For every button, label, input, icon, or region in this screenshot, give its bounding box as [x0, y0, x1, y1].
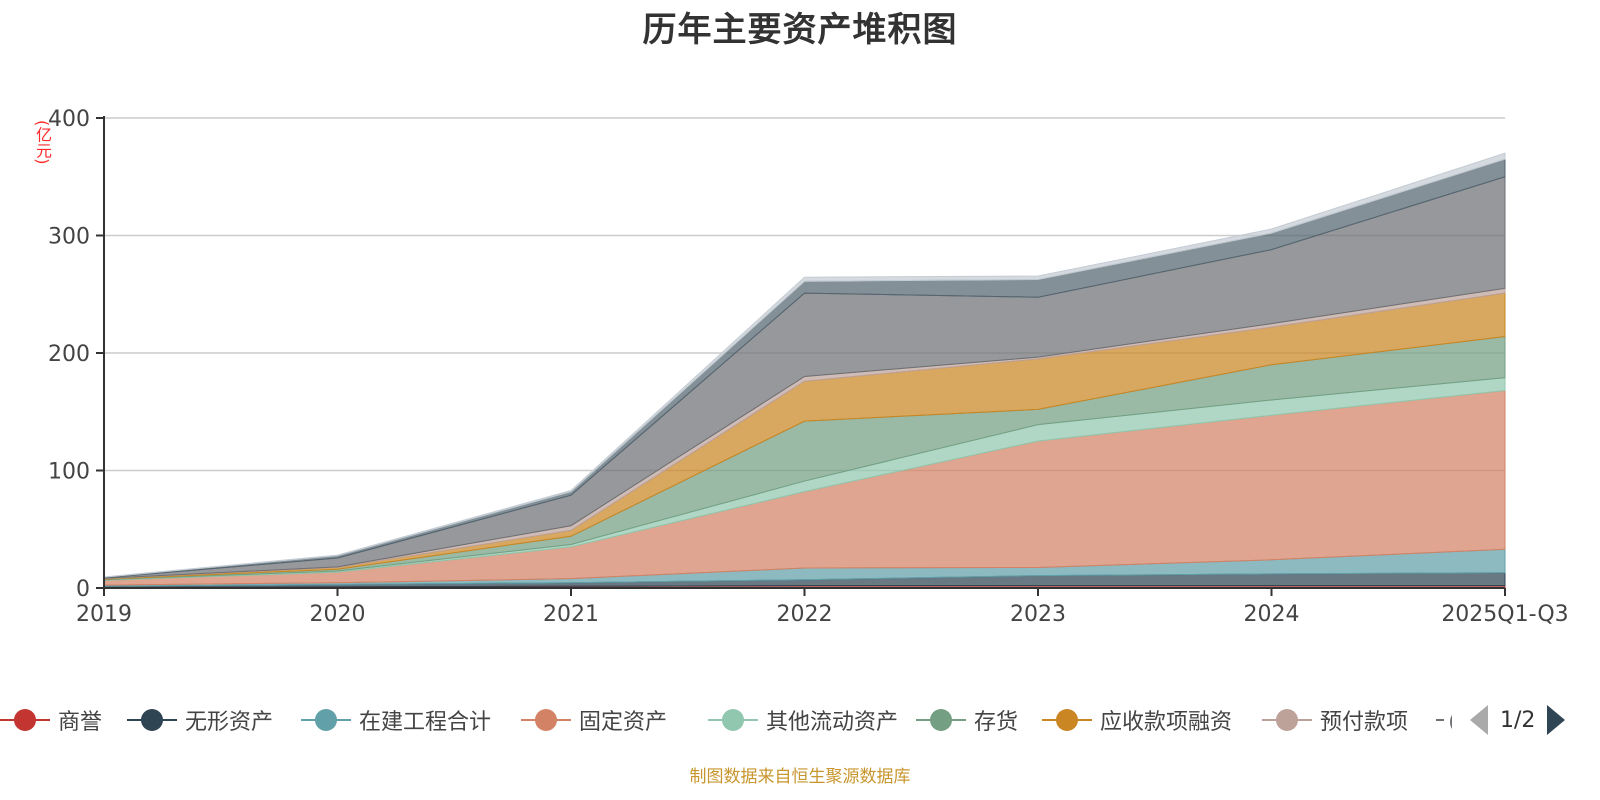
x-tick-label: 2025Q1-Q3	[1441, 602, 1568, 627]
x-tick-label: 2023	[1010, 602, 1066, 627]
legend-item[interactable]: 无形资产	[127, 700, 273, 740]
x-tick-label: 2024	[1244, 602, 1300, 627]
legend-page-indicator: 1/2	[1500, 707, 1536, 733]
y-tick-label: 400	[48, 107, 90, 132]
x-tick-label: 2022	[777, 602, 833, 627]
legend-item[interactable]: 应收款项融资	[1042, 700, 1232, 740]
legend-item[interactable]: 预付款项	[1262, 700, 1408, 740]
y-tick-label: 0	[76, 577, 90, 602]
legend-label: 存货	[974, 710, 1019, 735]
x-tick-label: 2020	[310, 602, 366, 627]
legend-item[interactable]: 商誉	[0, 700, 102, 740]
legend-label: 在建工程合计	[359, 710, 492, 735]
data-source-note: 制图数据来自恒生聚源数据库	[689, 767, 911, 787]
area-layers	[103, 152, 1506, 589]
legend-marker-icon	[708, 705, 758, 735]
legend-item-partial[interactable]	[1436, 700, 1452, 740]
legend-marker-icon	[301, 705, 351, 735]
y-tick-label: 300	[48, 225, 90, 250]
y-tick-label: 100	[48, 460, 90, 485]
legend-marker-icon	[1262, 705, 1312, 735]
y-tick-labels: 0 100 200 300 400	[48, 107, 90, 602]
legend-item[interactable]: 其他流动资产	[708, 700, 898, 740]
legend-label: 固定资产	[579, 710, 668, 735]
legend-marker-icon	[127, 705, 177, 735]
legend-prev-page-icon[interactable]	[1470, 705, 1488, 735]
legend-item[interactable]: 存货	[916, 700, 1018, 740]
legend-marker-icon	[1436, 705, 1452, 735]
legend-next-page-icon[interactable]	[1547, 705, 1566, 735]
y-axis-unit: (亿元)	[33, 120, 52, 165]
legend: 商誉 无形资产 在建工程合计 固定资产 其他流动资产 存货 应收款项融资 预付款项	[0, 700, 1600, 740]
axes	[96, 116, 1506, 596]
legend-label: 商誉	[58, 710, 103, 735]
x-tick-labels: 2019 2020 2021 2022 2023 2024 2025Q1-Q3	[76, 602, 1569, 627]
legend-item[interactable]: 固定资产	[521, 700, 667, 740]
legend-item[interactable]: 在建工程合计	[301, 700, 491, 740]
legend-marker-icon	[916, 705, 966, 735]
legend-marker-icon	[0, 705, 50, 735]
chart-title: 历年主要资产堆积图	[642, 10, 958, 50]
legend-label: 无形资产	[185, 710, 274, 735]
legend-marker-icon	[521, 705, 571, 735]
legend-label: 其他流动资产	[766, 710, 899, 735]
legend-label: 预付款项	[1320, 710, 1409, 735]
legend-pager: 1/2	[1470, 700, 1566, 740]
legend-label: 应收款项融资	[1100, 710, 1233, 735]
x-tick-label: 2019	[76, 602, 132, 627]
x-tick-label: 2021	[543, 602, 599, 627]
y-tick-label: 200	[48, 342, 90, 367]
legend-marker-icon	[1042, 705, 1092, 735]
area-其他资产3	[103, 152, 1506, 578]
